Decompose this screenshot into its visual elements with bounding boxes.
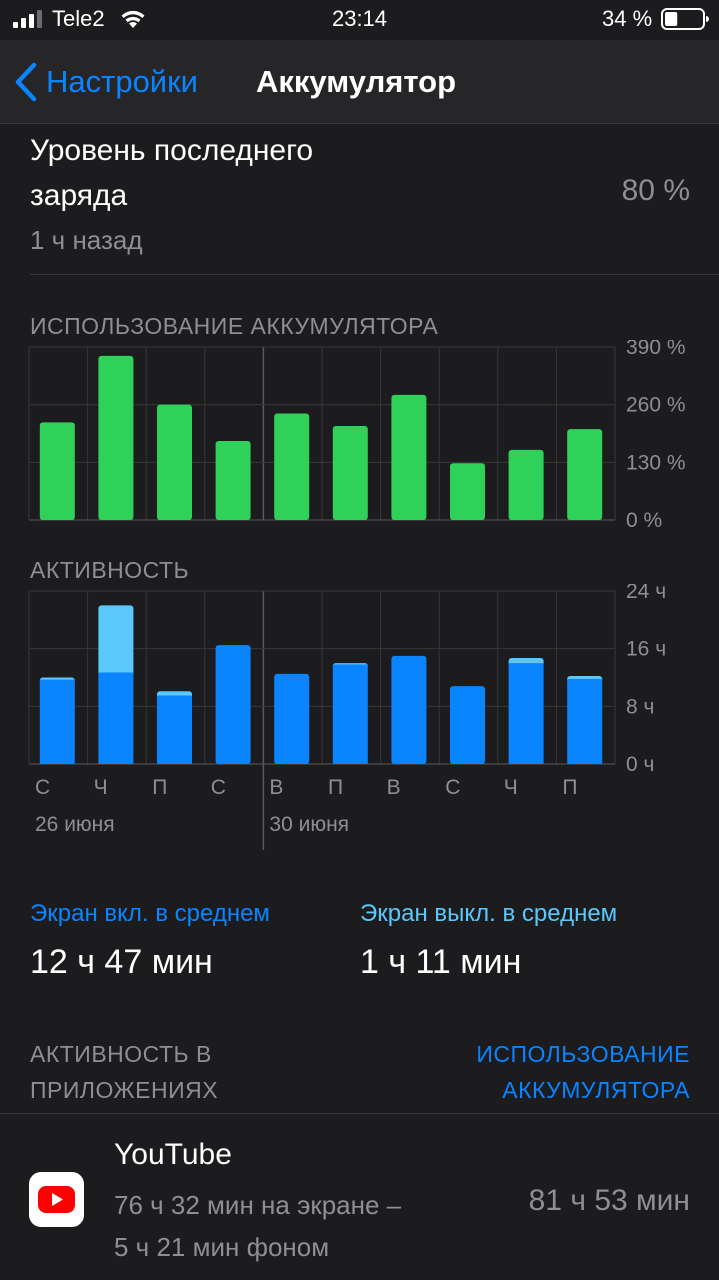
usage-bar[interactable] xyxy=(391,394,427,520)
app-activity-header: АКТИВНОСТЬ В ПРИЛОЖЕНИЯХ xyxy=(30,1041,219,1103)
cellular-signal-icon xyxy=(13,10,42,28)
back-button[interactable]: Настройки xyxy=(14,60,198,104)
battery-percent: 34 % xyxy=(602,6,653,31)
last-charge-time: 1 ч назад xyxy=(30,225,143,255)
x-tick-label: Ч xyxy=(94,776,108,799)
activity-bar-screen-on[interactable] xyxy=(567,678,603,764)
y-tick-label: 0 ч xyxy=(626,753,654,776)
page-title: Аккумулятор xyxy=(256,64,457,99)
usage-bar[interactable] xyxy=(215,441,251,520)
app-name: YouTube xyxy=(114,1138,232,1171)
back-button-label: Настройки xyxy=(46,64,199,99)
usage-bar[interactable] xyxy=(39,422,75,520)
last-charge-value: 80 % xyxy=(621,174,690,207)
x-tick-label: С xyxy=(35,776,50,799)
y-tick-label: 24 ч xyxy=(626,584,666,603)
activity-bar-screen-on[interactable] xyxy=(508,663,544,764)
battery-icon xyxy=(661,8,709,30)
date-label: 26 июня xyxy=(35,813,115,836)
activity-bar-screen-on[interactable] xyxy=(450,686,485,764)
app-total-time: 81 ч 53 мин xyxy=(528,1184,690,1217)
youtube-icon xyxy=(29,1172,84,1227)
app-on-screen-time: 76 ч 32 мин на экране – xyxy=(114,1190,402,1220)
x-tick-label: С xyxy=(211,776,226,799)
divider xyxy=(30,274,719,275)
screen-off-average-label: Экран выкл. в среднем xyxy=(360,900,618,927)
divider xyxy=(0,1113,719,1114)
usage-bar[interactable] xyxy=(274,413,310,520)
usage-bar[interactable] xyxy=(450,463,485,520)
activity-bar-screen-on[interactable] xyxy=(157,695,192,764)
wifi-icon xyxy=(121,10,145,28)
x-tick-label: П xyxy=(152,776,167,799)
usage-bar[interactable] xyxy=(157,404,192,520)
y-tick-label: 260 % xyxy=(626,394,686,417)
x-tick-label: С xyxy=(445,776,460,799)
usage-bar[interactable] xyxy=(98,355,134,520)
y-tick-label: 390 % xyxy=(626,340,686,359)
chevron-left-icon xyxy=(15,62,37,102)
activity-bar-screen-on[interactable] xyxy=(215,645,251,764)
usage-bar[interactable] xyxy=(508,449,544,520)
activity-bar-screen-off[interactable] xyxy=(98,605,134,677)
app-background-time: 5 ч 21 мин фоном xyxy=(114,1232,330,1262)
clock: 23:14 xyxy=(331,6,388,31)
last-charge-title: Уровень последнего заряда xyxy=(30,134,314,212)
carrier-name: Tele2 xyxy=(52,6,105,31)
usage-bar[interactable] xyxy=(332,425,368,520)
app-detail: 76 ч 32 мин на экране – 5 ч 21 мин фоном xyxy=(114,1184,474,1268)
activity-bar-screen-on[interactable] xyxy=(274,673,310,764)
y-tick-label: 0 % xyxy=(626,509,662,530)
activity-bar-screen-on[interactable] xyxy=(39,679,75,764)
date-label: 30 июня xyxy=(269,813,349,836)
battery-usage-header: ИСПОЛЬЗОВАНИЕ АККУМУЛЯТОРА xyxy=(30,313,439,339)
activity-bar-screen-on[interactable] xyxy=(332,664,368,764)
show-battery-usage-button[interactable]: ИСПОЛЬЗОВАНИЕ АККУМУЛЯТОРА xyxy=(476,1041,690,1103)
usage-bar[interactable] xyxy=(567,429,603,520)
screen-off-average-value: 1 ч 11 мин xyxy=(360,943,522,981)
x-tick-label: В xyxy=(387,776,401,799)
activity-bar-screen-on[interactable] xyxy=(391,655,427,764)
x-tick-label: П xyxy=(328,776,343,799)
x-tick-label: В xyxy=(269,776,283,799)
activity-chart[interactable]: 24 ч 16 ч 8 ч 0 ч С Ч П С В П В С Ч П 26 июня 30 июня xyxy=(0,584,719,854)
x-tick-label: Ч xyxy=(504,776,518,799)
activity-bar-screen-on[interactable] xyxy=(98,672,134,764)
app-row-youtube[interactable]: YouTube 76 ч 32 мин на экране – 5 ч 21 м… xyxy=(0,1114,719,1280)
x-tick-label: П xyxy=(562,776,577,799)
status-bar: Tele2 23:14 34 % xyxy=(0,0,719,40)
y-tick-label: 130 % xyxy=(626,451,686,474)
screen-on-average-label: Экран вкл. в среднем xyxy=(30,900,270,927)
navigation-bar: Настройки Аккумулятор xyxy=(0,40,719,124)
y-tick-label: 8 ч xyxy=(626,695,654,718)
battery-usage-chart[interactable]: 390 % 260 % 130 % 0 % xyxy=(0,340,719,530)
screen-on-average-value: 12 ч 47 мин xyxy=(30,943,213,981)
activity-header: АКТИВНОСТЬ xyxy=(30,557,190,583)
y-tick-label: 16 ч xyxy=(626,638,666,661)
